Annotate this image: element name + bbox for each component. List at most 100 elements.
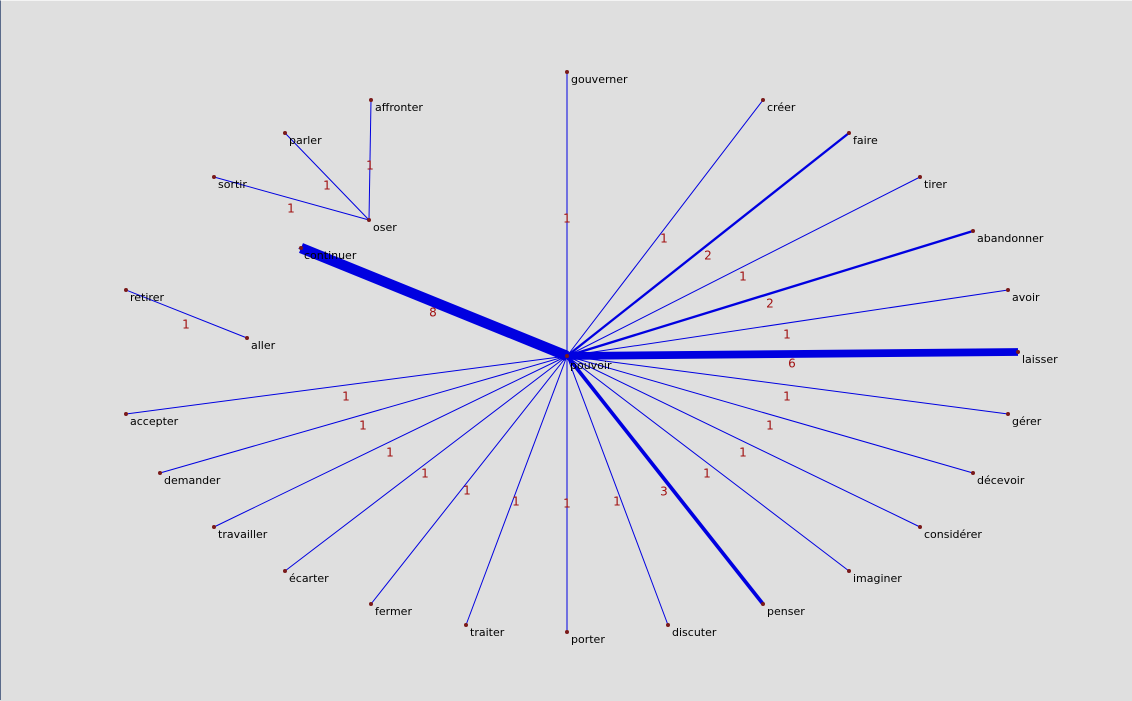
node-label-gouverner[interactable]: gouverner	[571, 73, 628, 86]
node-label-creer[interactable]: créer	[767, 101, 796, 114]
node-label-tirer[interactable]: tirer	[924, 178, 947, 191]
edge-pouvoir-accepter[interactable]	[125, 355, 568, 415]
edge-pouvoir-ecarter[interactable]	[284, 355, 568, 572]
node-dot-decevoir[interactable]	[971, 471, 975, 475]
edge-pouvoir-avoir[interactable]	[566, 289, 1009, 357]
edge-pouvoir-continuer[interactable]	[299, 243, 569, 361]
node-dot-porter[interactable]	[565, 630, 569, 634]
node-dot-ecarter[interactable]	[283, 569, 287, 573]
edge-pouvoir-traiter[interactable]	[465, 355, 568, 626]
edge-weight-pouvoir-decevoir: 1	[766, 419, 774, 433]
edge-pouvoir-decevoir[interactable]	[566, 355, 974, 474]
node-dot-faire[interactable]	[847, 131, 851, 135]
node-dot-penser[interactable]	[761, 602, 765, 606]
edge-pouvoir-tirer[interactable]	[566, 176, 921, 357]
node-label-porter[interactable]: porter	[571, 633, 605, 646]
node-label-faire[interactable]: faire	[853, 134, 878, 147]
node-dot-pouvoir[interactable]	[565, 354, 569, 358]
edge-weight-pouvoir-faire: 2	[704, 249, 712, 263]
edge-weight-pouvoir-fermer: 1	[463, 484, 471, 498]
nodes-layer: pouvoir gouverner créer faire tirer abandonne…	[124, 70, 1058, 646]
node-label-aller[interactable]: aller	[251, 339, 276, 352]
edge-parler-oser[interactable]	[284, 132, 370, 221]
node-label-laisser[interactable]: laisser	[1022, 353, 1058, 366]
node-dot-abandonner[interactable]	[971, 229, 975, 233]
node-dot-discuter[interactable]	[666, 623, 670, 627]
node-label-demander[interactable]: demander	[164, 474, 221, 487]
node-dot-oser[interactable]	[367, 218, 371, 222]
node-dot-parler[interactable]	[283, 131, 287, 135]
node-dot-traiter[interactable]	[464, 623, 468, 627]
edge-weight-pouvoir-demander: 1	[359, 419, 367, 433]
edge-pouvoir-gerer[interactable]	[566, 355, 1009, 415]
node-label-penser[interactable]: penser	[767, 605, 805, 618]
node-dot-considerer[interactable]	[918, 525, 922, 529]
edge-pouvoir-abandonner[interactable]	[566, 229, 974, 358]
node-dot-gouverner[interactable]	[565, 70, 569, 74]
node-label-accepter[interactable]: accepter	[130, 415, 179, 428]
edge-weight-pouvoir-porter: 1	[563, 497, 571, 511]
node-label-decevoir[interactable]: décevoir	[977, 474, 1025, 487]
node-dot-fermer[interactable]	[369, 602, 373, 606]
node-label-discuter[interactable]: discuter	[672, 626, 717, 639]
edge-weight-pouvoir-abandonner: 2	[766, 297, 774, 311]
node-label-travailler[interactable]: travailler	[218, 528, 268, 541]
node-dot-laisser[interactable]	[1016, 350, 1020, 354]
node-label-retirer[interactable]: retirer	[130, 291, 164, 304]
node-label-traiter[interactable]: traiter	[470, 626, 505, 639]
node-dot-affronter[interactable]	[369, 98, 373, 102]
node-label-pouvoir[interactable]: pouvoir	[570, 359, 612, 372]
node-label-affronter[interactable]: affronter	[375, 101, 423, 114]
edge-pouvoir-demander[interactable]	[159, 355, 568, 474]
edge-weight-pouvoir-laisser: 6	[788, 357, 796, 371]
node-dot-accepter[interactable]	[124, 412, 128, 416]
node-label-considerer[interactable]: considérer	[924, 528, 982, 541]
node-dot-sortir[interactable]	[212, 175, 216, 179]
edge-affronter-oser[interactable]	[368, 99, 372, 221]
node-dot-avoir[interactable]	[1006, 288, 1010, 292]
node-dot-travailler[interactable]	[212, 525, 216, 529]
edge-sortir-oser[interactable]	[213, 176, 370, 221]
node-label-ecarter[interactable]: écarter	[289, 572, 329, 585]
node-dot-aller[interactable]	[245, 336, 249, 340]
edge-weight-pouvoir-ecarter: 1	[421, 467, 429, 481]
edge-weight-affronter-oser: 1	[366, 159, 374, 173]
edge-pouvoir-penser[interactable]	[565, 354, 765, 606]
edge-pouvoir-travailler[interactable]	[213, 355, 568, 528]
node-label-imaginer[interactable]: imaginer	[853, 572, 902, 585]
node-label-parler[interactable]: parler	[289, 134, 322, 147]
node-label-sortir[interactable]: sortir	[218, 178, 247, 191]
edge-pouvoir-fermer[interactable]	[370, 355, 568, 605]
edge-weight-pouvoir-avoir: 1	[783, 328, 791, 342]
edge-retirer-aller[interactable]	[125, 289, 248, 339]
node-label-oser[interactable]: oser	[373, 221, 397, 234]
node-label-continuer[interactable]: continuer	[304, 249, 357, 262]
edge-weight-pouvoir-accepter: 1	[342, 390, 350, 404]
node-label-abandonner[interactable]: abandonner	[977, 232, 1044, 245]
edge-pouvoir-considerer[interactable]	[566, 355, 921, 528]
edge-pouvoir-imaginer[interactable]	[566, 355, 850, 572]
node-label-fermer[interactable]: fermer	[375, 605, 412, 618]
node-dot-tirer[interactable]	[918, 175, 922, 179]
edge-weight-pouvoir-traiter: 1	[512, 495, 520, 509]
node-dot-continuer[interactable]	[299, 246, 303, 250]
node-dot-retirer[interactable]	[124, 288, 128, 292]
edge-pouvoir-laisser[interactable]	[566, 348, 1019, 360]
node-dot-gerer[interactable]	[1006, 412, 1010, 416]
edge-weight-retirer-aller: 1	[182, 318, 190, 332]
node-dot-imaginer[interactable]	[847, 569, 851, 573]
node-label-gerer[interactable]: gérer	[1012, 415, 1042, 428]
edge-weight-pouvoir-considerer: 1	[739, 446, 747, 460]
edge-pouvoir-faire[interactable]	[566, 132, 850, 357]
edge-weight-pouvoir-imaginer: 1	[703, 467, 711, 481]
edge-pouvoir-discuter[interactable]	[566, 355, 669, 626]
node-dot-demander[interactable]	[158, 471, 162, 475]
edge-pouvoir-creer[interactable]	[566, 99, 764, 357]
edge-weight-pouvoir-tirer: 1	[739, 270, 747, 284]
node-dot-creer[interactable]	[761, 98, 765, 102]
node-label-avoir[interactable]: avoir	[1012, 291, 1040, 304]
edge-weight-pouvoir-continuer: 8	[429, 306, 437, 320]
